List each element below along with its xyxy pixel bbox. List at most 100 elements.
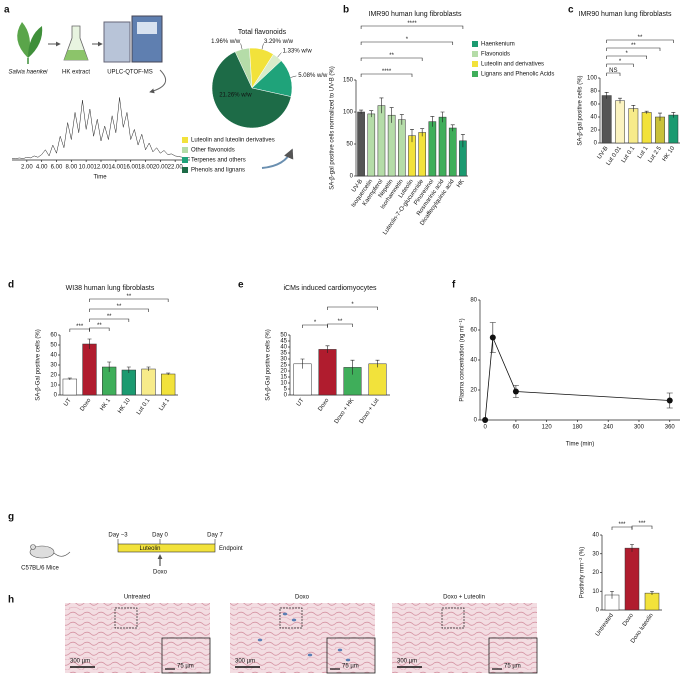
significance-bracket [89,298,169,302]
zoom-box [279,607,303,629]
scale-label: 75 µm [342,664,359,670]
x-tick-label: 4.00 [36,165,48,171]
x-tick-label: 8.00 [65,165,77,171]
chart-title: WI38 human lung fibroblasts [66,285,155,292]
data-point [482,417,489,423]
error-bar [450,124,455,132]
legend-swatch [472,71,478,77]
scale-label: 75 µm [177,664,194,670]
x-tick-label: Lut 2.5 [647,145,663,164]
error-bar [650,590,654,595]
x-tick-label: 360 [665,425,676,431]
bar [418,132,426,177]
bar [615,100,625,144]
panel-letter: b [343,5,349,16]
error-bar [440,111,445,123]
significance-label: ** [126,294,131,300]
y-tick-label: 5 [284,387,288,393]
y-axis-label: SA-β-gal positive cells normalized to UV… [330,66,336,190]
flask-liquid [64,50,88,60]
legend-label: Other flavonoids [191,148,235,154]
y-tick-label: 80 [470,298,477,304]
significance-bracket [360,25,464,29]
x-tick-label: UV-B [597,146,610,161]
slice-label: 3.29% w/w [264,39,294,45]
bar [644,592,660,611]
pie-slice [211,51,292,129]
stain [307,653,313,657]
significance-label: NS [609,68,617,74]
stain [291,618,297,622]
extract-label: HK extract [62,70,90,76]
mouse-tail [53,551,71,557]
leaf [17,22,30,58]
significance-bracket [327,323,353,327]
significance-bracket [606,55,647,59]
scale-label: 300 µm [235,659,255,665]
day-label: Day −3 [108,533,128,539]
bar [624,547,640,611]
legend-label: Luteolin and luteolin derivatives [191,138,275,144]
y-tick-label: 60 [470,328,477,334]
x-tick-label: 10.00 [79,165,95,171]
mouse-ear [30,544,36,550]
error-bar [300,358,305,369]
y-tick-label: 0 [596,608,600,614]
significance-label: * [625,51,628,57]
x-tick-label: 240 [603,425,614,431]
bar [367,113,376,177]
chart-title: IMR90 human lung fibroblasts [579,11,672,18]
bar [357,111,365,177]
error-bar [369,110,374,118]
x-tick-label: Doxo [622,612,635,627]
x-tick-label: 0 [483,425,487,431]
bar [377,105,386,177]
instrument [137,22,157,34]
significance-label: ** [107,314,112,320]
panel-letter: g [8,512,14,523]
y-tick-label: 0 [474,418,478,424]
x-tick-label: Lut 0.1 [136,397,152,416]
y-tick-label: 100 [587,76,598,82]
error-bar [107,361,112,372]
data-point [489,334,496,341]
significance-label: ** [638,35,643,41]
significance-label: *** [618,522,626,528]
y-tick-label: 100 [343,110,354,116]
error-bar [359,109,364,114]
y-tick-label: 50 [50,343,57,349]
panel-letter: f [452,280,456,291]
day-label: Day 0 [152,533,168,539]
treatment-bar [117,543,216,553]
panel-letter: d [8,280,14,291]
leader-line [240,43,243,50]
y-axis-label: Positivity mm⁻² (%) [580,547,586,599]
image-title: Doxo [295,595,310,601]
y-tick-label: 20 [592,570,599,576]
y-tick-label: 0 [594,141,598,147]
significance-bracket [89,318,130,322]
mouse [29,545,55,559]
x-tick-label: Untreated [595,613,615,638]
y-axis-label: Plasma concentration (ng ml⁻¹) [460,318,466,401]
x-axis-label: Time [93,175,107,181]
bar [141,368,156,396]
x-tick-label: 180 [572,425,583,431]
error-bar [375,359,380,368]
error-bar [644,110,649,114]
chart-title: Total flavonoids [238,29,287,36]
x-tick-label: 120 [542,425,553,431]
y-tick-label: 30 [50,363,57,369]
x-tick-label: 2.00 [21,165,33,171]
treatment-label: Luteolin [139,546,160,552]
y-tick-label: 40 [50,353,57,359]
bar [428,121,437,177]
slice-label: 21.26% w/w [219,92,252,98]
panel-letter: c [568,5,574,16]
y-tick-label: 10 [280,381,287,387]
inset [488,637,538,674]
x-tick-label: 300 [634,425,645,431]
y-tick-label: 15 [280,375,287,381]
x-tick-label: 20.00 [153,165,169,171]
slice-label: 5.08% w/w [298,73,328,79]
